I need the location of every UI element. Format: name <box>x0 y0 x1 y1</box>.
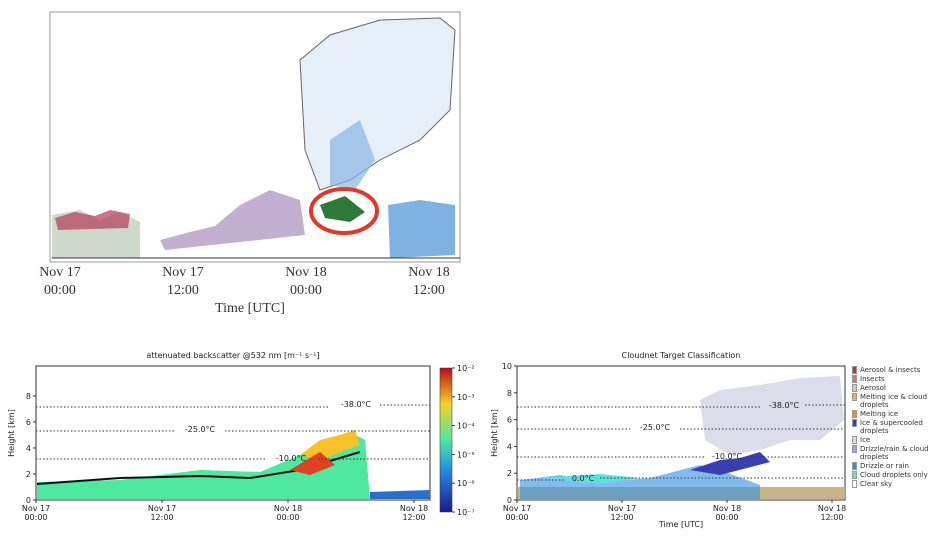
legend-item: Aerosol <box>852 384 938 392</box>
x-axis-label: Time [UTC] <box>215 301 285 316</box>
legend-swatch <box>852 375 857 383</box>
legend-swatch <box>852 384 857 392</box>
isotherm-label: -10.0°C <box>276 454 307 463</box>
figure-title: Cloudnet Target Classification <box>622 351 741 360</box>
y-tick-label: 2 <box>507 469 512 478</box>
colorbar-tick-label: 10⁻² <box>457 364 475 373</box>
highlight-circle <box>309 187 379 235</box>
legend-swatch <box>852 462 857 470</box>
fig2-isotherm-lines <box>36 404 430 460</box>
isotherm-label: -38.0°C <box>769 401 800 410</box>
x-tick-label: Nov 17 <box>608 504 636 513</box>
x-tick-label: Nov 17 <box>39 265 81 280</box>
colorbar-tick-label: 10⁻⁷ <box>457 508 475 517</box>
legend-item: Ice <box>852 436 938 444</box>
legend-item: Insects <box>852 375 938 383</box>
y-tick-label: 0 <box>507 496 512 505</box>
x-tick-label: 00:00 <box>276 513 299 522</box>
colorbar-tick-label: 10⁻³ <box>457 393 475 402</box>
x-tick-label: Nov 18 <box>400 504 428 513</box>
colorbar <box>439 367 453 513</box>
x-tick-label: Nov 18 <box>408 265 450 280</box>
y-tick-label: 2 <box>26 470 31 479</box>
legend-label: Ice & supercooled droplets <box>860 419 923 435</box>
y-axis-label: Height [km] <box>490 409 499 457</box>
legend-label: Melting ice & cloud droplets <box>860 393 928 409</box>
legend-label: Drizzle/rain & cloud droplets <box>860 445 929 461</box>
y-axis-label: Height [km] <box>7 409 16 457</box>
x-tick-label: Nov 17 <box>503 504 531 513</box>
x-tick-label: 00:00 <box>505 513 528 522</box>
y-tick-label: 8 <box>26 392 31 401</box>
x-tick-label: Nov 18 <box>818 504 846 513</box>
legend-item: Cloud droplets only <box>852 471 938 479</box>
legend-label: Ice <box>860 436 871 444</box>
x-tick-label: 12:00 <box>610 513 633 522</box>
x-tick-label: Nov 17 <box>148 504 176 513</box>
legend-swatch <box>852 445 857 453</box>
x-tick-label: Nov 18 <box>274 504 302 513</box>
fig3-imagery <box>518 376 845 499</box>
y-tick-label: 8 <box>507 389 512 398</box>
isotherm-label: -25.0°C <box>640 423 671 432</box>
isotherm-label: -25.0°C <box>185 425 216 434</box>
legend-swatch <box>852 410 857 418</box>
x-tick-label: 00:00 <box>44 283 76 298</box>
y-tick-label: 4 <box>26 444 31 453</box>
isotherm-label: 0.0°C <box>572 474 595 483</box>
x-tick-label: Nov 18 <box>713 504 741 513</box>
isotherm-label: -10.0°C <box>712 452 743 461</box>
legend-swatch <box>852 366 857 374</box>
colorbar-tick-label: 10⁻⁵ <box>457 450 475 459</box>
legend: Aerosol & insects Insects Aerosol Melting i… <box>852 366 938 489</box>
legend-item: Melting ice & cloud droplets <box>852 393 938 409</box>
legend-item: Clear sky <box>852 480 938 488</box>
x-tick-label: 12:00 <box>413 283 445 298</box>
fig2-imagery <box>36 430 430 499</box>
legend-swatch <box>852 480 857 488</box>
x-tick-label: 12:00 <box>167 283 199 298</box>
legend-swatch <box>852 471 857 479</box>
fig1-imagery <box>52 17 460 259</box>
legend-label: Aerosol & insects <box>860 366 921 374</box>
y-tick-label: 6 <box>507 416 512 425</box>
y-tick-label: 6 <box>26 418 31 427</box>
legend-label: Drizzle or rain <box>860 462 909 470</box>
x-tick-label: 12:00 <box>402 513 425 522</box>
x-tick-label: 12:00 <box>150 513 173 522</box>
x-tick-label: 00:00 <box>290 283 322 298</box>
legend-swatch <box>852 393 857 401</box>
legend-item: Ice & supercooled droplets <box>852 419 938 435</box>
y-tick-label: 10 <box>502 362 512 371</box>
x-axis-label: Time [UTC] <box>658 520 703 529</box>
x-tick-label: 12:00 <box>820 513 843 522</box>
legend-label: Melting ice <box>860 410 899 418</box>
x-tick-label: Nov 17 <box>162 265 204 280</box>
figure-title: attenuated backscatter @532 nm [m⁻¹ s⁻¹] <box>146 351 319 360</box>
legend-item: Drizzle/rain & cloud droplets <box>852 445 938 461</box>
x-tick-label: 00:00 <box>715 513 738 522</box>
legend-item: Melting ice <box>852 410 938 418</box>
x-tick-label: 00:00 <box>24 513 47 522</box>
legend-label: Cloud droplets only <box>860 471 928 479</box>
y-tick-label: 0 <box>26 496 31 505</box>
colorbar-tick-label: 10⁻⁴ <box>457 422 475 431</box>
x-tick-label: Nov 17 <box>22 504 50 513</box>
legend-label: Clear sky <box>860 480 893 488</box>
colorbar-tick-label: 10⁻⁶ <box>457 479 475 488</box>
legend-item: Drizzle or rain <box>852 462 938 470</box>
legend-label: Aerosol <box>860 384 886 392</box>
x-tick-label: Nov 18 <box>285 265 327 280</box>
legend-item: Aerosol & insects <box>852 366 938 374</box>
legend-swatch <box>852 419 857 427</box>
legend-label: Insects <box>860 375 885 383</box>
isotherm-label: -38.0°C <box>341 400 372 409</box>
y-tick-label: 4 <box>507 442 512 451</box>
legend-swatch <box>852 436 857 444</box>
fig3-isotherm-lines <box>517 404 845 481</box>
